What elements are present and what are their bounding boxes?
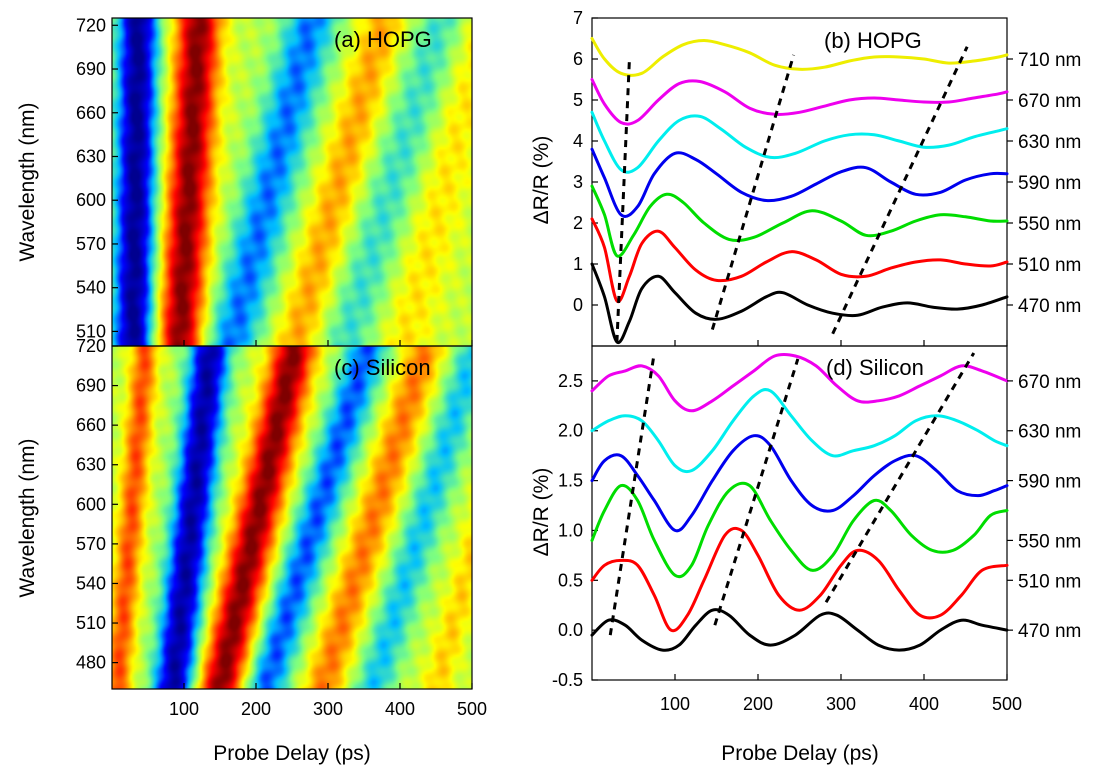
series-label: 630 nm: [1018, 132, 1081, 153]
series-line-510-nm: [590, 526, 1009, 633]
heatmap-silicon: [112, 346, 472, 689]
series-line-670-nm: [590, 78, 1009, 126]
heatmap-hopg: [112, 18, 472, 346]
x-axis-label-right: Probe Delay (ps): [721, 742, 879, 765]
series-line-710-nm: [590, 37, 1009, 77]
line-hopg-frame: [591, 17, 1008, 347]
series-line-670-nm: [590, 352, 1009, 413]
series-label: 670 nm: [1018, 91, 1081, 112]
y-tick-label: 630: [76, 146, 106, 166]
y-tick-label: 3: [573, 172, 583, 192]
y-tick-label: 0: [573, 295, 583, 315]
y-tick-label: 510: [76, 613, 106, 633]
y-axis-label-b: ΔR/R (%): [530, 136, 553, 225]
y-tick-label: 720: [76, 15, 106, 35]
series-line-550-nm: [590, 481, 1009, 579]
series-line-470-nm: [590, 608, 1009, 652]
panel-label-a: (a) HOPG: [334, 27, 432, 52]
heatmap-silicon-frame: [111, 345, 473, 690]
y-tick-label: 480: [76, 653, 106, 673]
dashed-guide-line: [824, 352, 976, 603]
x-tick-label: 400: [385, 699, 415, 719]
series-label: 550 nm: [1018, 531, 1081, 552]
panel-label-b: (b) HOPG: [824, 28, 922, 53]
dashed-guide-line: [615, 60, 631, 342]
y-tick-label: 540: [76, 278, 106, 298]
series-label: 510 nm: [1018, 571, 1081, 592]
x-tick-label: 200: [241, 699, 271, 719]
y-tick-label: 5: [573, 90, 583, 110]
series-label: 550 nm: [1018, 214, 1081, 235]
y-tick-label: 570: [76, 534, 106, 554]
series-line-630-nm: [590, 388, 1009, 474]
y-tick-label: 2: [573, 213, 583, 233]
series-label: 510 nm: [1018, 255, 1081, 276]
x-tick-label: 200: [743, 694, 773, 714]
series-line-590-nm: [590, 434, 1009, 533]
y-tick-label: 1: [573, 254, 583, 274]
y-tick-label: 540: [76, 573, 106, 593]
y-tick-label: 6: [573, 49, 583, 69]
y-tick-label: 660: [76, 103, 106, 123]
series-label: 670 nm: [1018, 372, 1081, 393]
series-label: 710 nm: [1018, 50, 1081, 71]
y-axis-label-a: Wavelength (nm): [16, 102, 39, 261]
dashed-guide-line: [831, 46, 969, 335]
y-axis-label-d: ΔR/R (%): [530, 468, 553, 557]
y-tick-label: 690: [76, 59, 106, 79]
y-tick-label: 0.5: [558, 570, 583, 590]
x-tick-label: 100: [169, 699, 199, 719]
y-tick-label: 660: [76, 415, 106, 435]
y-tick-label: 510: [76, 321, 106, 341]
series-label: 470 nm: [1018, 621, 1081, 642]
y-axis-label-c: Wavelength (nm): [16, 438, 39, 597]
y-tick-label: 600: [76, 494, 106, 514]
y-tick-label: 2.0: [558, 421, 583, 441]
x-tick-label: 300: [826, 694, 856, 714]
x-tick-label: 500: [457, 699, 487, 719]
series-label: 630 nm: [1018, 422, 1081, 443]
y-tick-label: 1.5: [558, 471, 583, 491]
series-line-510-nm: [590, 217, 1009, 304]
y-tick-label: 690: [76, 376, 106, 396]
y-tick-label: 720: [76, 336, 106, 356]
dashed-guide-line: [710, 54, 796, 331]
y-tick-label: 570: [76, 234, 106, 254]
y-tick-label: 1.0: [558, 520, 583, 540]
series-line-470-nm: [590, 262, 1009, 345]
series-line-630-nm: [590, 110, 1009, 174]
line-silicon-frame: [591, 345, 1008, 681]
panel-label-d: (d) Silicon: [826, 355, 924, 380]
series-label: 590 nm: [1018, 173, 1081, 194]
panel-label-c: (c) Silicon: [334, 355, 431, 380]
y-tick-label: 0.0: [558, 620, 583, 640]
series-line-550-nm: [590, 184, 1009, 258]
y-tick-label: 630: [76, 455, 106, 475]
x-axis-label-left: Probe Delay (ps): [213, 742, 371, 765]
x-tick-label: 500: [992, 694, 1022, 714]
x-tick-label: 300: [313, 699, 343, 719]
y-tick-label: 7: [573, 8, 583, 28]
dashed-guide-line: [608, 352, 656, 636]
x-tick-label: 400: [909, 694, 939, 714]
y-tick-label: 600: [76, 190, 106, 210]
x-tick-label: 100: [660, 694, 690, 714]
series-label: 590 nm: [1018, 472, 1081, 493]
y-tick-label: -0.5: [552, 670, 583, 690]
y-tick-label: 4: [573, 131, 583, 151]
y-tick-label: 2.5: [558, 371, 583, 391]
series-label: 470 nm: [1018, 296, 1081, 317]
series-line-590-nm: [590, 147, 1009, 218]
